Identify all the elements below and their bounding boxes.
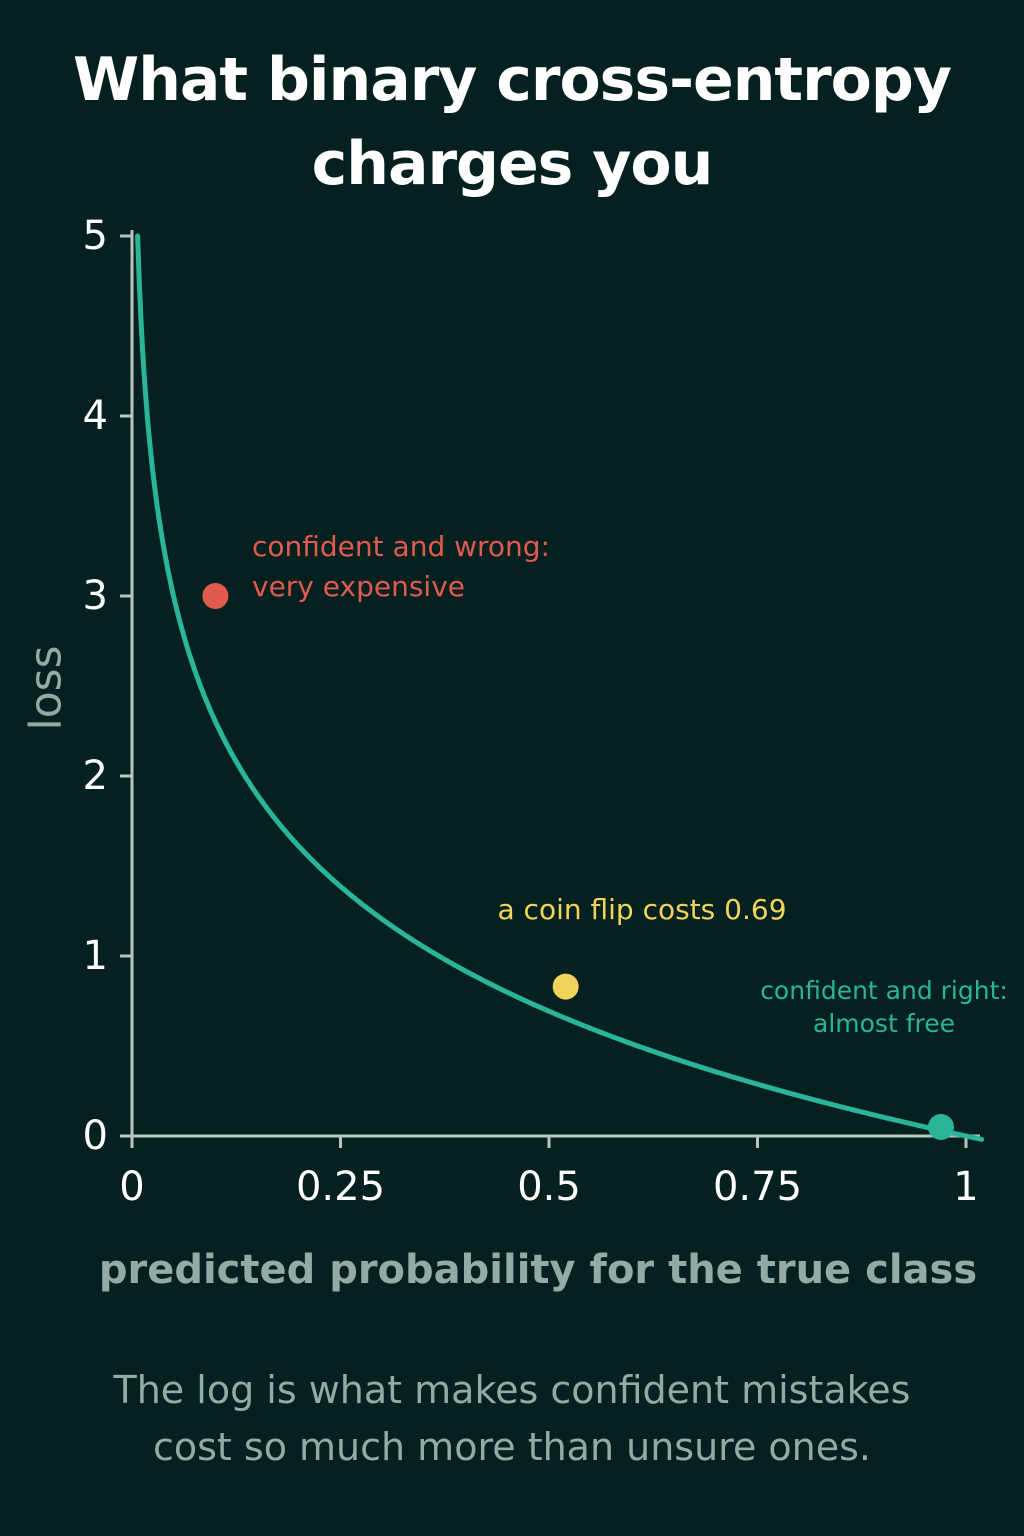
y-tick-label: 0 [83, 1113, 108, 1159]
highlight-point-2 [552, 973, 579, 1000]
x-tick-label: 0 [119, 1164, 144, 1210]
y-tick-label: 2 [83, 753, 108, 799]
annotation-1-line-1: confident and wrong: [252, 530, 550, 563]
x-tick-label: 0.25 [296, 1164, 385, 1210]
highlight-point-3 [927, 1114, 954, 1140]
y-ticks: 0 1 2 3 4 5 [83, 213, 132, 1159]
y-tick-label: 4 [83, 393, 108, 439]
y-axis-label: loss [21, 646, 72, 731]
x-tick-label: 0.5 [517, 1164, 581, 1210]
chart-title-line-1: What binary cross-entropy [73, 45, 952, 115]
highlight-point-1 [202, 583, 229, 609]
loss-curve-series [135, 233, 985, 1142]
annotation-3-line-1: confident and right: [760, 976, 1008, 1005]
x-tick-label: 1 [953, 1164, 978, 1210]
highlight-points [202, 583, 954, 1140]
y-tick-label: 5 [83, 213, 108, 259]
x-tick-label: 0.75 [713, 1164, 802, 1210]
annotation-2-line-1: a coin flip costs 0.69 [497, 893, 786, 926]
chart-title: What binary cross-entropy charges you [0, 38, 1024, 206]
x-axis-label: predicted probability for the true class [99, 1247, 977, 1293]
y-tick-label: 3 [83, 573, 108, 619]
x-ticks: 0 0.25 0.5 0.75 1 [119, 1136, 979, 1210]
caption-line-1: The log is what makes confident mistakes [113, 1368, 911, 1412]
annotation-1-line-2: very expensive [252, 570, 465, 603]
annotations: confident and wrong: very expensive a coin… [252, 530, 1008, 1038]
y-tick-label: 1 [83, 933, 108, 979]
chart-title-line-2: charges you [311, 129, 714, 199]
annotation-3-line-2: almost free [813, 1009, 955, 1038]
caption: The log is what makes confident mistakes… [0, 1362, 1024, 1476]
caption-line-2: cost so much more than unsure ones. [152, 1425, 872, 1469]
